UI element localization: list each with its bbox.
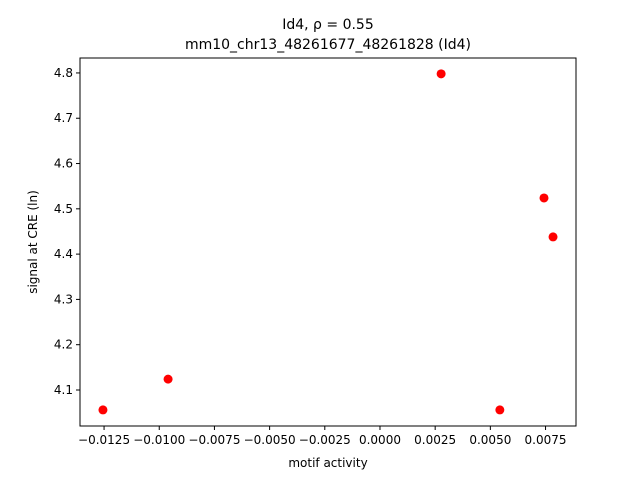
x-tick-label: −0.0075 xyxy=(188,433,240,447)
x-tick-label: 0.0000 xyxy=(359,433,401,447)
point xyxy=(539,193,549,203)
x-axis-label: motif activity xyxy=(288,456,367,470)
y-tick-label: 4.7 xyxy=(54,111,73,125)
chart-subtitle: mm10_chr13_48261677_48261828 (Id4) xyxy=(185,37,471,53)
y-tick-label: 4.5 xyxy=(54,202,73,216)
x-tick-label: −0.0050 xyxy=(244,433,296,447)
y-axis-label: signal at CRE (ln) xyxy=(26,190,40,294)
plot-frame xyxy=(79,57,577,427)
x-tick-label: −0.0025 xyxy=(299,433,351,447)
x-tick-label: 0.0025 xyxy=(414,433,456,447)
y-tick-label: 4.6 xyxy=(54,157,73,171)
y-tick-label: 4.1 xyxy=(54,383,73,397)
x-tick-label: −0.0100 xyxy=(133,433,185,447)
y-tick-label: 4.4 xyxy=(54,247,73,261)
point xyxy=(163,374,173,384)
chart-title: Id4, ρ = 0.55 xyxy=(282,17,374,33)
y-tick-label: 4.8 xyxy=(54,66,73,80)
x-tick-label: −0.0125 xyxy=(78,433,130,447)
y-tick-label: 4.3 xyxy=(54,292,73,306)
x-tick-label: 0.0075 xyxy=(525,433,567,447)
y-tick-label: 4.2 xyxy=(54,338,73,352)
point xyxy=(548,232,558,242)
x-tick-label: 0.0050 xyxy=(469,433,511,447)
point xyxy=(98,405,108,415)
point xyxy=(436,69,446,79)
point xyxy=(495,405,505,415)
